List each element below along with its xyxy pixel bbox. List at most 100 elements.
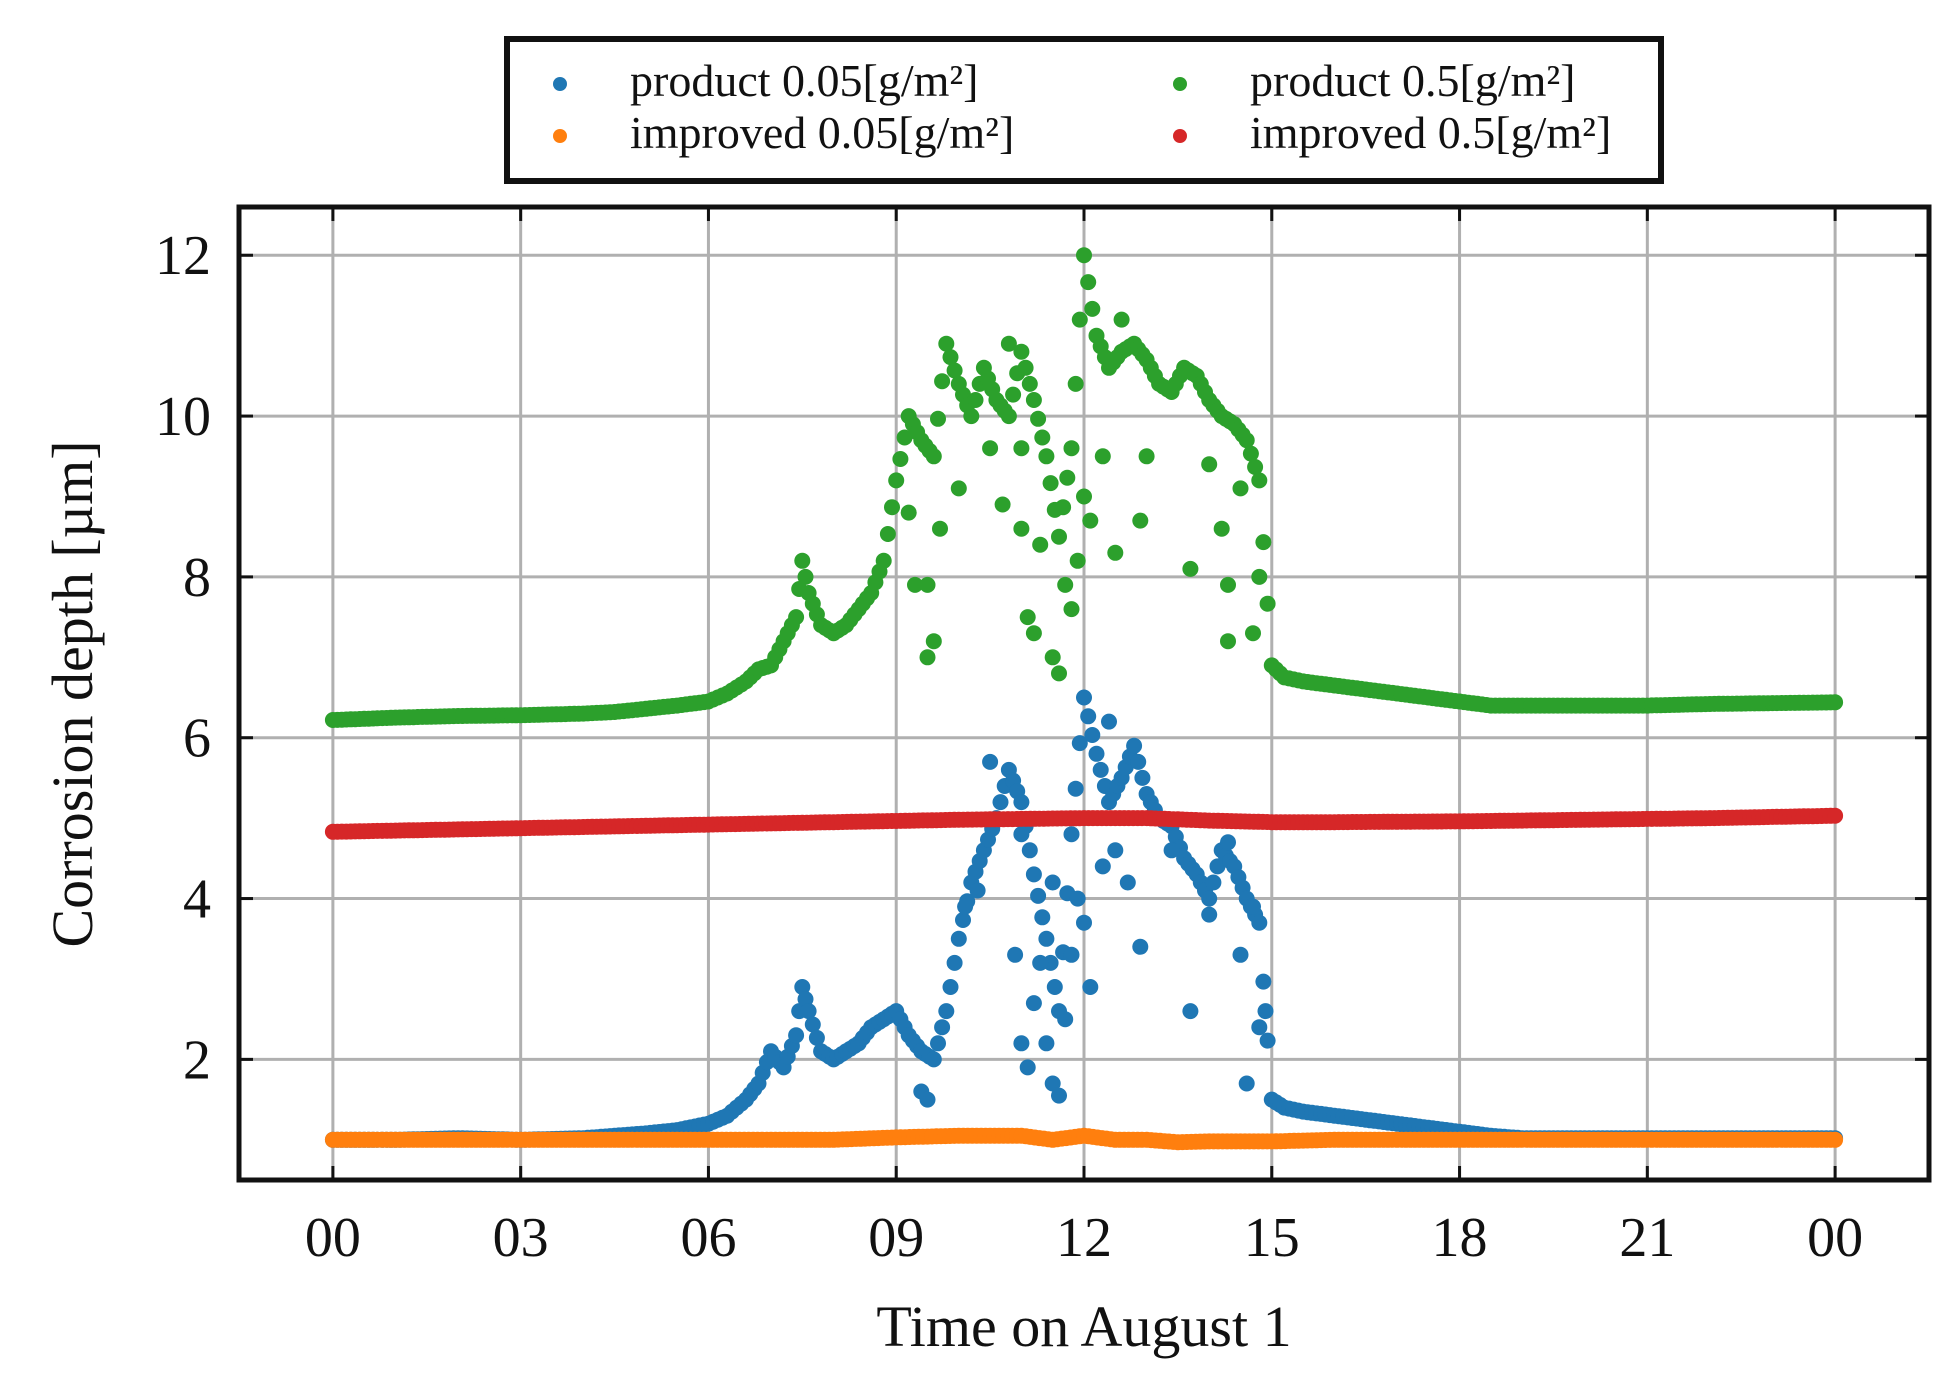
data-point bbox=[1205, 874, 1222, 891]
data-point bbox=[934, 1019, 951, 1036]
data-point bbox=[919, 1091, 936, 1108]
data-point bbox=[1220, 633, 1236, 650]
data-point bbox=[919, 649, 936, 666]
x-axis-title: Time on August 1 bbox=[876, 1294, 1291, 1359]
data-point bbox=[1107, 842, 1124, 859]
data-point bbox=[1094, 858, 1111, 875]
data-point bbox=[1038, 930, 1055, 947]
data-point bbox=[934, 373, 951, 390]
data-point bbox=[1076, 247, 1092, 264]
data-point bbox=[800, 1003, 817, 1020]
data-point bbox=[957, 898, 974, 915]
data-point bbox=[950, 480, 967, 497]
legend-frame bbox=[504, 36, 1664, 184]
data-point bbox=[1044, 874, 1061, 891]
data-point bbox=[1021, 842, 1038, 859]
data-point bbox=[1113, 311, 1130, 328]
data-point bbox=[942, 349, 959, 366]
data-point bbox=[1232, 946, 1249, 963]
data-point bbox=[879, 526, 896, 542]
x-tick-label: 09 bbox=[868, 1207, 924, 1269]
data-point bbox=[875, 552, 892, 569]
data-point bbox=[1132, 938, 1149, 955]
data-point bbox=[1827, 807, 1844, 824]
data-point bbox=[1126, 737, 1143, 754]
legend-label-improved-005: improved 0.05[g/m²] bbox=[630, 107, 1014, 158]
data-point bbox=[1247, 459, 1264, 475]
data-point bbox=[1042, 475, 1059, 492]
x-tick-label: 15 bbox=[1244, 1207, 1300, 1269]
data-point bbox=[938, 335, 955, 352]
data-point bbox=[1080, 708, 1097, 725]
data-point bbox=[1030, 887, 1047, 904]
data-point bbox=[1232, 480, 1249, 497]
axes: 00 03 06 09 12 15 18 21 00 2 4 6 8 10 12 bbox=[155, 207, 1929, 1269]
data-point bbox=[1067, 780, 1084, 797]
data-point bbox=[1025, 866, 1042, 883]
data-point bbox=[925, 448, 942, 465]
data-point bbox=[1245, 898, 1261, 915]
legend: product 0.05[g/m²] improved 0.05[g/m²] p… bbox=[504, 36, 1664, 184]
data-point bbox=[808, 1029, 825, 1046]
legend-marker-product-005 bbox=[553, 77, 567, 91]
y-tick-label: 2 bbox=[183, 1029, 211, 1091]
data-point bbox=[1025, 995, 1042, 1012]
data-point bbox=[797, 568, 814, 585]
data-point bbox=[794, 552, 811, 569]
data-point bbox=[1076, 914, 1092, 931]
y-axis-title: Corrosion depth [µm] bbox=[40, 440, 105, 947]
data-point bbox=[1201, 890, 1218, 907]
data-point bbox=[1071, 311, 1088, 328]
data-point bbox=[1044, 1075, 1061, 1092]
data-point bbox=[946, 362, 963, 379]
data-point bbox=[1055, 499, 1072, 516]
data-point bbox=[994, 496, 1011, 513]
data-point bbox=[1013, 1035, 1030, 1052]
data-point bbox=[925, 1051, 942, 1068]
data-point bbox=[892, 451, 909, 467]
legend-marker-improved-005 bbox=[553, 129, 567, 143]
data-point bbox=[1163, 842, 1180, 859]
data-point bbox=[888, 472, 905, 489]
data-point bbox=[1067, 375, 1084, 392]
series-product-05 bbox=[324, 247, 1844, 728]
data-point bbox=[1245, 625, 1261, 642]
data-point bbox=[967, 392, 984, 408]
legend-label-product-05: product 0.5[g/m²] bbox=[1250, 55, 1576, 106]
data-point bbox=[1034, 909, 1051, 926]
data-point bbox=[1238, 1075, 1255, 1092]
data-point bbox=[1030, 410, 1047, 427]
data-point bbox=[1213, 520, 1230, 537]
data-point bbox=[1259, 1032, 1276, 1049]
data-point bbox=[1251, 1019, 1268, 1036]
legend-marker-product-05 bbox=[1173, 77, 1187, 91]
data-point bbox=[1092, 761, 1109, 778]
y-tick-label: 6 bbox=[183, 708, 211, 770]
data-point bbox=[1051, 528, 1067, 545]
data-point bbox=[925, 633, 942, 650]
data-point bbox=[1034, 429, 1051, 446]
x-tick-label: 06 bbox=[680, 1207, 736, 1269]
data-point bbox=[1259, 595, 1276, 612]
data-point bbox=[1119, 874, 1136, 891]
data-point bbox=[1019, 609, 1036, 626]
data-point bbox=[788, 609, 805, 626]
data-point bbox=[884, 499, 900, 516]
x-tick-label: 18 bbox=[1432, 1207, 1488, 1269]
data-point bbox=[950, 930, 967, 947]
legend-marker-improved-05 bbox=[1173, 129, 1187, 143]
data-point bbox=[1063, 601, 1080, 618]
data-point bbox=[1257, 1003, 1274, 1020]
data-point bbox=[1182, 1003, 1199, 1020]
data-point bbox=[1082, 512, 1099, 529]
data-point bbox=[1134, 769, 1151, 786]
data-point bbox=[1220, 834, 1236, 851]
data-point bbox=[1051, 1087, 1067, 1104]
plot-frame bbox=[236, 204, 1932, 1183]
data-point bbox=[1209, 858, 1226, 875]
data-point bbox=[1013, 826, 1030, 843]
data-point bbox=[942, 979, 959, 995]
data-point bbox=[1063, 946, 1080, 963]
data-point bbox=[932, 520, 948, 537]
